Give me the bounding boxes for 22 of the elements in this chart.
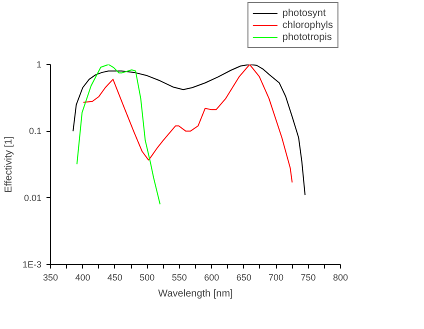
y-tick-label: 0.1 (28, 126, 42, 136)
x-tick-label: 350 (42, 272, 58, 282)
x-tick-label: 750 (300, 272, 316, 282)
x-tick-label: 450 (107, 272, 122, 282)
y-axis-title: Effectivity [1] (3, 136, 14, 193)
x-tick-label: 700 (268, 272, 284, 282)
x-tick-label: 600 (204, 272, 220, 282)
x-tick-label: 650 (236, 272, 252, 282)
x-axis-title: Wavelength [nm] (158, 288, 234, 300)
line-series (82, 64, 293, 183)
y-tick-label: 0.01 (24, 192, 42, 203)
x-tick-label: 550 (172, 272, 187, 282)
x-tick-label: 500 (140, 272, 155, 282)
x-tick-label: 400 (75, 272, 90, 282)
line-series (72, 64, 306, 196)
legend-label: chlorophyls (282, 19, 333, 31)
x-tick-label: 800 (332, 272, 348, 282)
line-series (76, 64, 161, 205)
legend-label: photosynt (282, 7, 326, 19)
legend-label: phototropis (282, 31, 332, 43)
y-tick-label: 1E-3 (22, 260, 42, 270)
y-tick-label: 1 (36, 60, 42, 70)
